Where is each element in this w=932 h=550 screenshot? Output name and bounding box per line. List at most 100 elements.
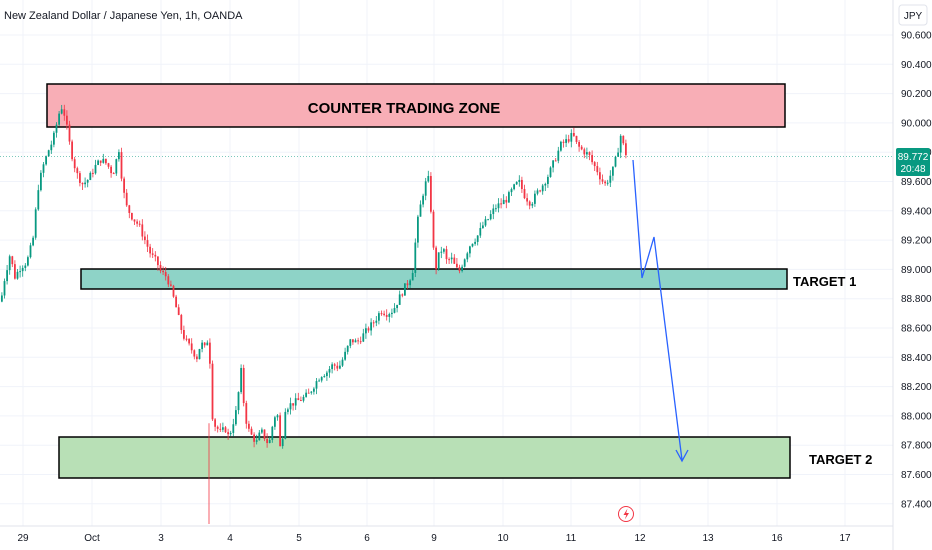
- candle-body: [448, 259, 450, 261]
- target-1-label: TARGET 1: [793, 274, 856, 289]
- candle-body: [437, 252, 440, 269]
- candle-body: [284, 411, 287, 439]
- time-axis[interactable]: 29 Oct 3 4 5 6 9 10 11 12 13 16 17: [0, 525, 893, 544]
- candle-body: [396, 304, 398, 309]
- candle-body: [279, 415, 281, 447]
- candle-body: [622, 135, 625, 144]
- candle-body: [547, 176, 549, 184]
- price-axis[interactable]: 90.60090.40090.20090.00089.80089.60089.4…: [892, 0, 932, 550]
- candle-body: [175, 296, 177, 308]
- candle-body: [528, 201, 531, 206]
- candle-body: [393, 308, 396, 313]
- candle-body: [565, 139, 567, 143]
- price-tick-label: 88.600: [901, 324, 932, 335]
- candle-body: [596, 166, 599, 173]
- candle-body: [76, 168, 79, 174]
- candle-body: [289, 403, 292, 410]
- candle-body: [469, 246, 471, 254]
- candle-body: [567, 139, 570, 142]
- currency-button[interactable]: JPY: [898, 4, 928, 26]
- candle-body: [66, 115, 68, 125]
- candle-body: [201, 342, 203, 350]
- candle-body: [258, 432, 261, 441]
- candle-body: [50, 144, 53, 151]
- candle-body: [531, 203, 534, 206]
- price-tick-label: 88.200: [901, 382, 932, 393]
- lightning-icon[interactable]: [618, 506, 634, 522]
- candle-body: [349, 339, 352, 346]
- candle-body: [193, 350, 196, 357]
- projection-path[interactable]: [632, 159, 683, 461]
- candle-body: [167, 276, 170, 285]
- candle-body: [32, 237, 34, 246]
- candle-body: [42, 164, 45, 173]
- candle-body: [552, 160, 554, 168]
- candle-body: [1, 295, 3, 302]
- candle-body: [383, 313, 385, 315]
- candle-body: [227, 432, 229, 435]
- candle-body: [235, 410, 237, 425]
- price-tick-label: 87.400: [901, 499, 932, 510]
- candle-body: [474, 241, 476, 244]
- candle-body: [372, 322, 375, 324]
- candle-body: [424, 181, 427, 196]
- candle-body: [599, 172, 601, 180]
- candle-body: [157, 256, 159, 266]
- time-axis-ticks: 29 Oct 3 4 5 6 9 10 11 12 13 16 17: [17, 533, 851, 544]
- candle-body: [219, 428, 222, 430]
- candle-body: [19, 271, 21, 273]
- candle-body: [94, 164, 97, 174]
- candle-body: [406, 283, 409, 286]
- candle-body: [427, 176, 430, 182]
- counter-trading-zone[interactable]: [46, 83, 786, 128]
- candle-body: [37, 190, 40, 210]
- candle-body: [500, 203, 502, 205]
- candle-body: [34, 209, 37, 238]
- candle-body: [352, 339, 354, 343]
- candle-body: [253, 434, 255, 442]
- candle-body: [45, 156, 47, 165]
- candle-body: [58, 113, 60, 125]
- candle-body: [476, 235, 479, 242]
- candle-body: [242, 367, 245, 404]
- candle-body: [84, 182, 86, 185]
- candle-body: [177, 307, 180, 315]
- candle-body: [497, 203, 500, 209]
- candle-body: [492, 208, 495, 215]
- price-tick-label: 87.600: [901, 470, 932, 481]
- candle-body: [523, 189, 526, 199]
- candle-body: [323, 376, 326, 378]
- candle-body: [586, 152, 588, 155]
- target-2-zone[interactable]: [58, 436, 791, 479]
- candle-body: [164, 272, 167, 277]
- candle-body: [508, 192, 510, 203]
- candle-body: [557, 150, 560, 161]
- target-1-zone[interactable]: [80, 268, 788, 290]
- candle-body: [489, 214, 492, 220]
- candle-body: [617, 152, 619, 157]
- price-tick-label: 87.800: [901, 441, 932, 452]
- candle-body: [440, 251, 443, 253]
- candle-body: [300, 400, 302, 402]
- candle-body: [40, 172, 42, 191]
- candle-body: [359, 341, 362, 343]
- projection-arrows[interactable]: [632, 159, 689, 463]
- currency-button-label: JPY: [904, 11, 923, 22]
- candle-body: [287, 409, 289, 412]
- time-tick-label: 13: [702, 533, 714, 544]
- candle-body: [188, 339, 190, 344]
- candle-body: [625, 143, 627, 156]
- candle-body: [515, 181, 518, 185]
- candle-body: [307, 392, 310, 394]
- candle-body: [313, 388, 315, 392]
- candle-body: [612, 166, 614, 176]
- candle-body: [443, 249, 445, 252]
- candle-body: [320, 377, 323, 381]
- time-tick-label: 29: [17, 533, 29, 544]
- current-price-value: 89.772: [898, 152, 929, 163]
- candle-body: [8, 256, 11, 271]
- candle-body: [505, 199, 508, 203]
- time-tick-label: 3: [158, 533, 164, 544]
